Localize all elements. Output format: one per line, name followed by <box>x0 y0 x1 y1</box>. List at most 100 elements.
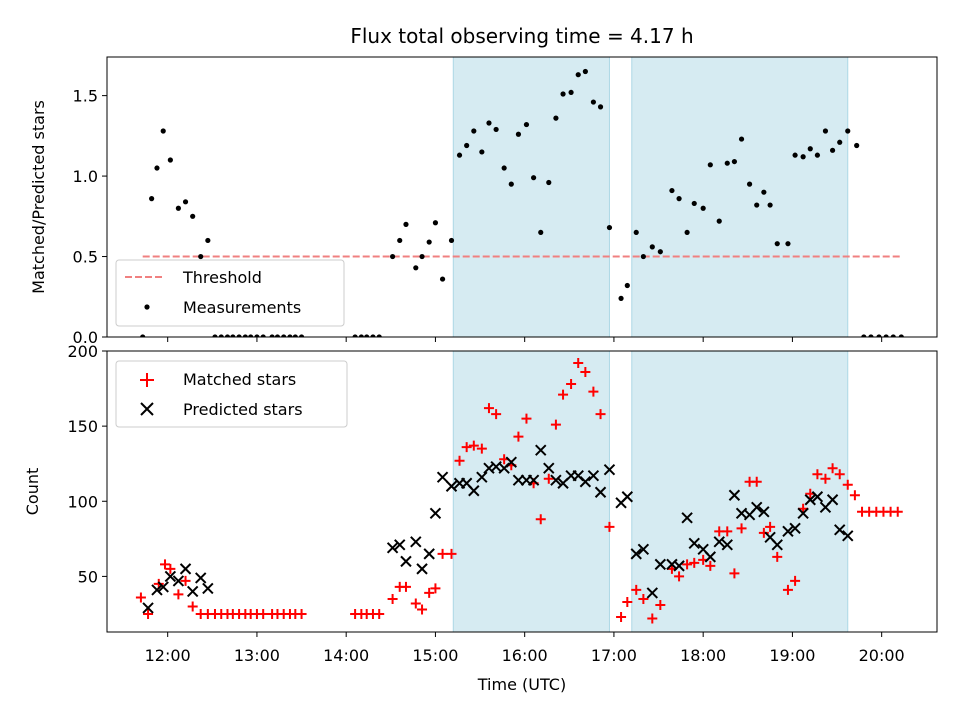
measurement-point <box>807 146 813 152</box>
predicted-star-point <box>728 489 741 501</box>
measurement-point <box>242 334 248 337</box>
matched-star-point <box>550 419 561 430</box>
predicted-star-point <box>758 506 770 518</box>
measurement-point <box>205 237 211 244</box>
matched-star-point <box>722 526 733 537</box>
top-y-tick-label: 0.0 <box>73 328 98 347</box>
measurement-point <box>640 253 646 260</box>
matched-star-point <box>535 514 546 525</box>
predicted-star-point <box>142 602 154 614</box>
predicted-star-point <box>771 539 783 551</box>
matched-star-point <box>566 379 577 390</box>
measurement-point <box>281 334 287 337</box>
measurement-point <box>501 165 507 171</box>
measurement-point <box>515 131 522 137</box>
predicted-star-point <box>688 537 700 550</box>
predicted-star-point <box>476 471 488 483</box>
matched-star-point <box>827 463 838 474</box>
bottom-y-tick-label: 150 <box>67 417 98 436</box>
matched-star-point <box>751 476 762 487</box>
measurement-point <box>236 334 242 337</box>
matched-star-point <box>483 403 494 414</box>
measurement-point <box>898 334 904 337</box>
matched-star-point <box>173 589 184 600</box>
predicted-star-point <box>468 485 480 497</box>
measurement-point <box>597 104 604 110</box>
predicted-star-point <box>416 563 428 575</box>
matched-star-point <box>180 575 191 586</box>
top-y-axis-label: Matched/Predicted stars <box>29 100 48 294</box>
top-frame <box>106 56 938 338</box>
x-axis-label: Time (UTC) <box>477 675 566 694</box>
matched-star-point <box>417 604 428 615</box>
matched-star-point <box>165 563 176 574</box>
top-y-tick-label: 1.0 <box>73 167 98 186</box>
predicted-star-point <box>673 560 685 572</box>
measurement-point <box>419 253 425 260</box>
measurement-point <box>149 196 155 202</box>
predicted-star-point <box>535 444 547 456</box>
matched-star-point <box>573 358 584 369</box>
matched-star-point <box>758 527 769 538</box>
top-plot-area <box>140 57 904 337</box>
x-tick-label: 12:00 <box>145 646 191 665</box>
measurement-point <box>868 334 874 337</box>
measurement-point <box>439 276 446 282</box>
predicted-star-point <box>721 539 733 551</box>
measurement-point <box>606 224 613 231</box>
predicted-star-point <box>704 551 717 563</box>
measurement-point <box>531 175 537 181</box>
matched-star-point <box>772 551 783 562</box>
bottom-y-tick-label: 50 <box>78 567 98 586</box>
predicted-star-point <box>587 470 600 482</box>
matched-star-point <box>513 431 524 442</box>
top-highlight-span-0 <box>452 57 610 337</box>
matched-star-point <box>543 473 554 484</box>
bottom-y-axis-label: Count <box>23 468 42 516</box>
predicted-star-point <box>789 522 801 535</box>
measurement-point <box>575 72 581 78</box>
matched-star-point <box>430 583 441 594</box>
matched-star-point <box>135 592 146 603</box>
predicted-star-point <box>394 539 406 551</box>
measurement-point <box>523 121 530 128</box>
matched-star-point <box>374 608 385 619</box>
x-tick-label: 18:00 <box>680 646 726 665</box>
matched-star-point <box>424 587 435 598</box>
measurement-point <box>854 142 860 149</box>
measurement-point <box>676 196 682 202</box>
measurement-point <box>292 334 298 337</box>
measurement-point <box>471 128 477 134</box>
bottom-legend-box <box>115 360 348 428</box>
measurement-point <box>389 253 396 260</box>
measurement-point <box>800 154 806 160</box>
matched-star-point <box>622 596 633 607</box>
predicted-star-point <box>603 464 616 476</box>
measurement-point <box>883 334 889 337</box>
legend-measurements-swatch <box>144 304 150 310</box>
measurement-point <box>861 334 867 337</box>
predicted-star-point <box>621 491 634 503</box>
measurement-point <box>829 147 836 153</box>
bottom-highlight-span-1 <box>631 351 849 632</box>
bottom-panel: 50 100 150 200 Count 12:00 13:00 14:00 15:00 16:0… <box>23 342 938 665</box>
measurement-point <box>287 334 293 337</box>
x-tick-label: 16:00 <box>502 646 548 665</box>
measurement-point <box>700 205 706 211</box>
matched-star-point <box>705 560 716 571</box>
measurement-point <box>822 128 829 134</box>
legend-measurements-label: Measurements <box>183 298 301 317</box>
measurement-point <box>814 152 821 158</box>
top-panel: 0.0 0.5 1.0 1.5 Matched/Predicted stars Thres… <box>29 56 938 347</box>
measurement-point <box>568 89 574 96</box>
measurement-point <box>218 334 224 337</box>
predicted-star-point <box>186 585 199 598</box>
measurement-point <box>774 241 780 247</box>
predicted-star-point <box>594 486 607 498</box>
matched-star-point <box>588 386 599 397</box>
matched-star-point <box>849 490 860 501</box>
measurement-point <box>248 334 254 337</box>
measurement-point <box>403 221 409 227</box>
matched-star-point <box>892 506 903 517</box>
matched-star-point <box>674 571 685 582</box>
